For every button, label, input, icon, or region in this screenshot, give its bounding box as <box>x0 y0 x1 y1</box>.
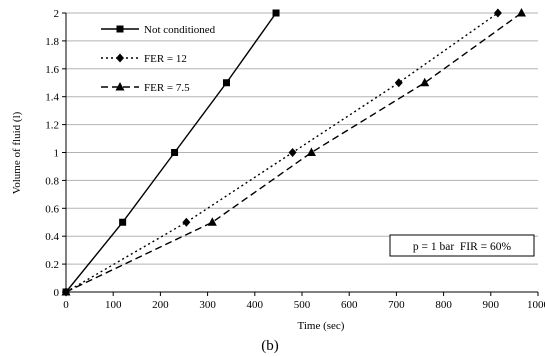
x-axis-title: Time (sec) <box>298 320 345 332</box>
x-tick-label-4: 400 <box>247 299 264 311</box>
y-tick-label-10: 2 <box>54 8 60 20</box>
legend: Not conditioned FER = 12 FER = 7.5 <box>101 24 216 94</box>
data-point-1-3 <box>394 78 403 88</box>
legend-label-1: FER = 12 <box>144 53 187 65</box>
legend-marker-2 <box>115 82 125 91</box>
x-tick-label-9: 900 <box>483 299 500 311</box>
data-point-1-4 <box>493 8 502 18</box>
data-point-1-1 <box>182 217 191 227</box>
legend-marker-1 <box>116 53 124 63</box>
legend-marker-0 <box>116 25 124 33</box>
data-point-2-1 <box>207 217 217 226</box>
legend-item-2: FER = 7.5 <box>101 82 190 94</box>
x-tick-label-7: 700 <box>388 299 405 311</box>
legend-label-2: FER = 7.5 <box>144 82 190 94</box>
y-tick-label-5: 1 <box>54 148 60 160</box>
x-tick-label-2: 200 <box>152 299 169 311</box>
legend-item-0: Not conditioned <box>101 24 216 36</box>
annotation-text: p = 1 bar FIR = 60% <box>413 241 512 253</box>
figure-caption: (b) <box>261 338 279 354</box>
y-axis-title: Volume of fluid (l) <box>11 111 23 194</box>
series-group <box>61 8 526 297</box>
y-axis-ticks: 0 0.2 0.4 0.6 0.8 1 1.2 1.4 1.6 1.8 2 <box>45 8 66 299</box>
data-point-1-2 <box>288 148 297 157</box>
x-tick-label-0: 0 <box>63 299 69 311</box>
legend-label-0: Not conditioned <box>144 24 216 36</box>
y-tick-label-3: 0.6 <box>45 203 59 215</box>
y-tick-label-2: 0.4 <box>45 231 59 243</box>
series-1 <box>62 8 502 297</box>
data-point-2-3 <box>420 77 430 87</box>
gridlines <box>66 12 538 265</box>
y-tick-label-1: 0.2 <box>45 259 59 271</box>
data-point-2-2 <box>306 147 316 156</box>
y-tick-label-4: 0.8 <box>45 175 59 187</box>
y-tick-label-9: 1.8 <box>45 36 59 48</box>
annotation-box: p = 1 bar FIR = 60% <box>389 234 535 257</box>
legend-item-1: FER = 12 <box>101 53 187 65</box>
data-point-0-1 <box>119 218 127 226</box>
y-tick-label-0: 0 <box>54 287 60 299</box>
data-point-0-4 <box>272 9 280 17</box>
data-point-0-3 <box>222 79 230 87</box>
x-tick-label-8: 800 <box>435 299 452 311</box>
x-tick-label-5: 500 <box>294 299 311 311</box>
series-2 <box>61 8 526 296</box>
y-tick-label-6: 1.2 <box>45 120 59 132</box>
data-point-2-0 <box>61 287 71 296</box>
data-point-0-2 <box>171 149 179 156</box>
series-line-2 <box>65 12 522 293</box>
y-tick-label-8: 1.6 <box>45 64 59 76</box>
x-tick-label-1: 100 <box>105 299 122 311</box>
x-tick-label-3: 300 <box>199 299 216 311</box>
x-tick-label-6: 600 <box>341 299 358 311</box>
y-tick-label-7: 1.4 <box>45 92 59 104</box>
data-point-2-4 <box>516 8 526 17</box>
